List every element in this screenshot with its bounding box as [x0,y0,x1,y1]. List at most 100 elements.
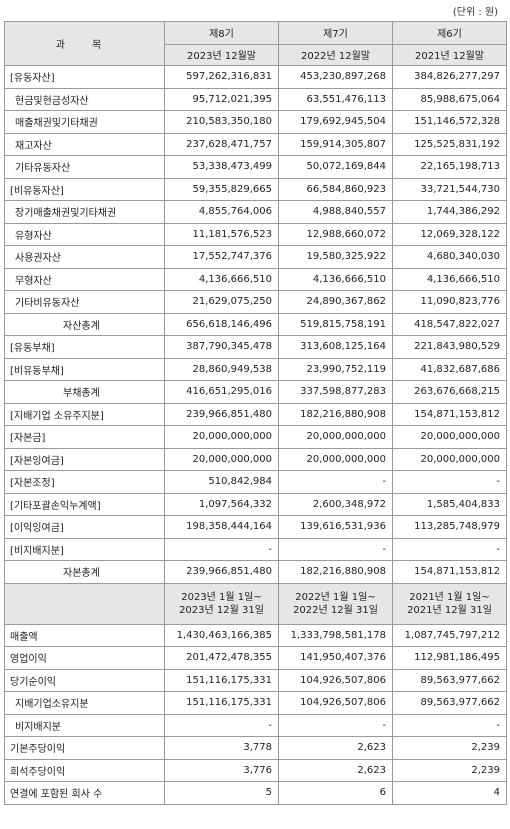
balance-row: [자본금] 20,000,000,000 20,000,000,000 20,000,… [4,425,507,449]
row-value: 53,338,473,499 [164,155,279,179]
range-start: 2021년 1월 1일~ [409,591,490,603]
row-label: 부채총계 [4,380,165,404]
row-value: 210,583,350,180 [164,110,279,134]
row-value: 3,776 [164,758,279,782]
balance-row: [기타포괄손익누계액] 1,097,564,332 2,600,348,972 1,5… [4,492,507,516]
balance-row: [이익잉여금] 198,358,444,164 139,616,531,936 113… [4,515,507,539]
row-value: - [278,713,393,737]
row-value: 151,146,572,328 [392,110,507,134]
row-value: 95,712,021,395 [164,87,279,111]
row-label: 현금및현금성자산 [4,87,165,111]
row-value: 4 [392,781,507,805]
row-label: [유동자산] [4,65,165,89]
row-label: [자본잉여금] [4,447,165,471]
range-end: 2022년 12월 31일 [293,604,378,616]
header-row-periods: 과 목 제8기 제7기 제6기 [4,21,507,66]
balance-row: [유동부채] 387,790,345,478 313,608,125,164 221,… [4,335,507,359]
item-header: 과 목 [4,21,165,66]
row-value: 1,087,745,797,212 [392,623,507,647]
balance-row: 현금및현금성자산 95,712,021,395 63,551,476,113 85,9… [4,87,507,111]
row-value: 17,552,747,376 [164,245,279,269]
row-label: [비유동자산] [4,177,165,201]
row-value: 11,090,823,776 [392,290,507,314]
row-label: 비지배지분 [4,713,165,737]
row-value: 2,623 [278,736,393,760]
row-value: 510,842,984 [164,470,279,494]
row-label: [자본조정] [4,470,165,494]
income-row: 영업이익 201,472,478,355 141,950,407,376 112,98… [4,646,507,670]
row-value: 59,355,829,665 [164,177,279,201]
row-label: 당기순이익 [4,668,165,692]
row-value: 201,472,478,355 [164,646,279,670]
row-value: 4,136,666,510 [164,267,279,291]
row-value: - [392,713,507,737]
row-value: 4,136,666,510 [392,267,507,291]
row-label: 매출액 [4,623,165,647]
row-value: 63,551,476,113 [278,87,393,111]
row-value: 313,608,125,164 [278,335,393,359]
balance-row: 사용권자산 17,552,747,376 19,580,325,922 4,680,3… [4,245,507,269]
row-value: 112,981,186,495 [392,646,507,670]
range-header: 2022년 1월 1일~ 2022년 12월 31일 [278,582,393,625]
date-header: 2023년 12월말 [164,43,279,66]
row-value: 66,584,860,923 [278,177,393,201]
balance-row: 무형자산 4,136,666,510 4,136,666,510 4,136,666,… [4,267,507,291]
row-value: 453,230,897,268 [278,65,393,89]
balance-row: 기타유동자산 53,338,473,499 50,072,169,844 22,165… [4,155,507,179]
row-value: 384,826,277,297 [392,65,507,89]
row-value: 239,966,851,480 [164,560,279,584]
row-value: 104,926,507,806 [278,668,393,692]
row-value: 597,262,316,831 [164,65,279,89]
row-value: 19,580,325,922 [278,245,393,269]
row-label: 연결에 포함된 회사 수 [4,781,165,805]
row-value: 28,860,949,538 [164,357,279,381]
row-label: 기본주당이익 [4,736,165,760]
row-value: 89,563,977,662 [392,691,507,715]
row-value: 33,721,544,730 [392,177,507,201]
income-row: 비지배지분 - - - [4,713,507,737]
row-value: 416,651,295,016 [164,380,279,404]
income-row: 당기순이익 151,116,175,331 104,926,507,806 89,56… [4,668,507,692]
row-value: - [278,470,393,494]
row-value: 656,618,146,496 [164,312,279,336]
row-value: 85,988,675,064 [392,87,507,111]
range-header: 2023년 1월 1일~ 2023년 12월 31일 [164,582,279,625]
row-value: 151,116,175,331 [164,668,279,692]
row-label: [기타포괄손익누계액] [4,492,165,516]
balance-row: [자본잉여금] 20,000,000,000 20,000,000,000 20,00… [4,447,507,471]
row-value: - [164,537,279,561]
row-label: 지배기업소유지분 [4,691,165,715]
row-value: 6 [278,781,393,805]
row-value: 4,988,840,557 [278,200,393,224]
row-value: 20,000,000,000 [278,447,393,471]
income-row: 희석주당이익 3,776 2,623 2,239 [4,758,507,782]
row-value: 22,165,198,713 [392,155,507,179]
row-label: 자산총계 [4,312,165,336]
row-label: 기타비유동자산 [4,290,165,314]
row-label: 매출채권및기타채권 [4,110,165,134]
row-label: 재고자산 [4,132,165,156]
range-start: 2022년 1월 1일~ [295,591,376,603]
row-value: 23,990,752,119 [278,357,393,381]
date-header: 2022년 12월말 [278,43,393,66]
item-header-label: 과 목 [55,40,114,51]
row-value: 2,623 [278,758,393,782]
row-value: 239,966,851,480 [164,402,279,426]
row-value: 139,616,531,936 [278,515,393,539]
row-value: 418,547,822,027 [392,312,507,336]
row-label: 영업이익 [4,646,165,670]
row-value: 41,832,687,686 [392,357,507,381]
income-row: 기본주당이익 3,778 2,623 2,239 [4,736,507,760]
row-value: 159,914,305,807 [278,132,393,156]
balance-row: 매출채권및기타채권 210,583,350,180 179,692,945,504 1… [4,110,507,134]
row-value: 179,692,945,504 [278,110,393,134]
row-value: 2,239 [392,758,507,782]
row-value: 1,585,404,833 [392,492,507,516]
range-header-blank [4,582,165,625]
row-value: 12,069,328,122 [392,222,507,246]
row-value: 182,216,880,908 [278,402,393,426]
row-value: 21,629,075,250 [164,290,279,314]
row-value: 1,744,386,292 [392,200,507,224]
row-value: 12,988,660,072 [278,222,393,246]
row-value: 1,097,564,332 [164,492,279,516]
